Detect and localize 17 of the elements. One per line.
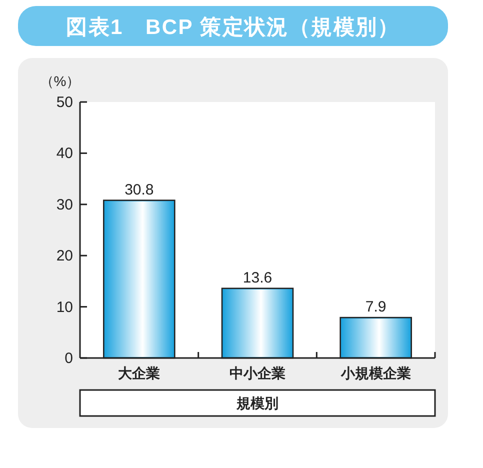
y-tick-label: 50 <box>56 94 73 111</box>
title-banner: 図表1 BCP 策定状況（規模別） <box>18 6 448 46</box>
x-tick-label: 小規模企業 <box>340 365 411 381</box>
x-tick-label: 中小企業 <box>230 365 286 381</box>
y-axis-title: （%） <box>40 73 80 89</box>
data-label: 30.8 <box>124 181 154 198</box>
y-tick-label: 20 <box>56 248 73 265</box>
chart-title: 図表1 BCP 策定状況（規模別） <box>66 15 400 39</box>
y-tick-label: 40 <box>56 145 73 162</box>
y-tick-label: 10 <box>56 298 73 316</box>
x-axis-title: 規模別 <box>236 395 278 411</box>
y-tick-label: 0 <box>64 350 73 367</box>
y-tick-label: 30 <box>56 196 73 214</box>
xlabel-box: 規模別 <box>79 389 436 417</box>
data-label: 7.9 <box>365 298 386 316</box>
x-tick-label: 大企業 <box>118 365 160 381</box>
data-label: 13.6 <box>242 269 272 286</box>
